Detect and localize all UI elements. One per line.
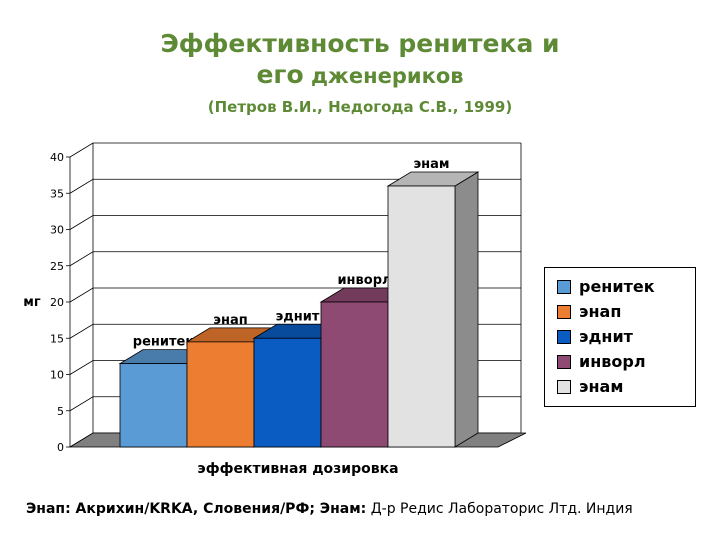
slide-title-line1: Эффективность ренитека и — [160, 29, 560, 58]
gridline — [69, 142, 521, 158]
bar-data-label: ренитек — [133, 335, 195, 350]
legend-label: эднит — [579, 327, 633, 346]
x-axis-label: эффективная дозировка — [197, 461, 398, 477]
bar — [387, 185, 456, 448]
bar-data-label: энам — [413, 157, 449, 172]
bar — [186, 341, 255, 448]
bar — [119, 363, 188, 448]
y-tick-label: 40 — [50, 151, 64, 164]
chart-legend: ренитек энап эднит инворл энам — [544, 267, 696, 407]
y-axis-label: мг — [23, 295, 41, 310]
y-tick-label: 10 — [50, 369, 64, 382]
footnote-normal: Д-р Редис Лабораторис Лтд. Индия — [366, 501, 633, 517]
y-tick-label: 30 — [50, 224, 64, 237]
y-tick-label: 20 — [50, 296, 64, 309]
bar — [320, 301, 389, 448]
legend-swatch — [557, 354, 571, 369]
y-tick-label: 35 — [50, 187, 64, 200]
bar-data-label: энап — [213, 313, 247, 328]
slide-title-block: Эффективность ренитека и его дженериков … — [0, 28, 720, 116]
legend-label: ренитек — [579, 277, 655, 296]
y-tick-label: 0 — [57, 441, 64, 454]
legend-swatch — [557, 279, 571, 294]
slide-title-line2-small: дженериков — [303, 64, 464, 88]
legend-label: энам — [579, 377, 624, 396]
footnote-bold: Энап: Акрихин/KRKA, Словения/РФ; Энам: — [26, 501, 367, 517]
y-tick-label: 5 — [57, 405, 64, 418]
legend-item-ednit: эднит — [557, 324, 695, 349]
legend-item-enam: энам — [557, 374, 695, 399]
footnote: Энап: Акрихин/KRKA, Словения/РФ; Энам: Д… — [26, 500, 706, 519]
y-tick-label: 15 — [50, 332, 64, 345]
slide-title-line2: его дженериков — [0, 59, 720, 92]
legend-item-renitek: ренитек — [557, 274, 695, 299]
legend-swatch — [557, 379, 571, 394]
slide-title-line2-big: его — [256, 60, 304, 89]
legend-label: инворл — [579, 352, 646, 371]
legend-swatch — [557, 329, 571, 344]
legend-swatch — [557, 304, 571, 319]
bar-side — [454, 171, 479, 448]
bar-data-label: инворл — [337, 273, 391, 288]
legend-item-enap: энап — [557, 299, 695, 324]
legend-label: энап — [579, 302, 622, 321]
legend-item-invorl: инворл — [557, 349, 695, 374]
y-tick-label: 25 — [50, 260, 64, 273]
slide-subtitle: (Петров В.И., Недогода С.В., 1999) — [207, 98, 513, 116]
bar-data-label: эднит — [276, 309, 320, 324]
bar — [253, 337, 322, 448]
